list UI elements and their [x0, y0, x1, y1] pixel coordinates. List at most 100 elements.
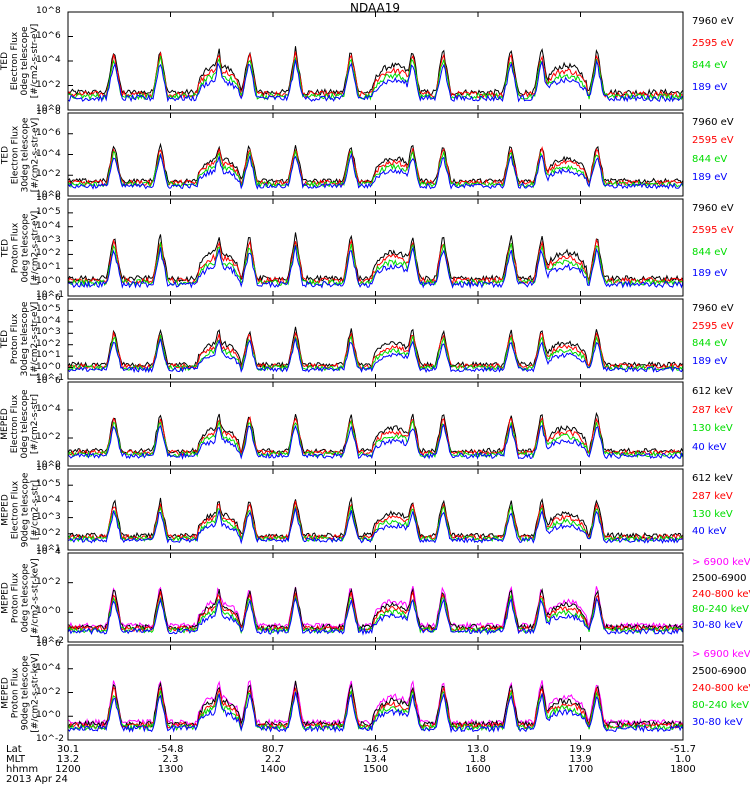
legend-entry: 80-240 keV: [692, 604, 750, 616]
series-line-1: [67, 46, 684, 97]
y-tick-label: 10^1: [36, 350, 61, 361]
series-line-4: [67, 245, 684, 289]
y-tick-label: 10^-2: [36, 734, 64, 744]
y-tick-label: 10^4: [36, 547, 61, 557]
panel-ylabel: TED Electron Flux 30deg telescope [#/cm2-s-…: [0, 113, 40, 196]
panel-ylabel-line: MEPED: [0, 493, 10, 526]
y-tick-label: 10^4: [36, 220, 61, 231]
legend-entry: 2500-6900: [692, 666, 747, 677]
series-line-4: [67, 338, 684, 374]
series-line-5: [67, 597, 684, 636]
legend-entry: 287 keV: [692, 404, 733, 416]
series-line-2: [67, 51, 684, 100]
series-line-1: [67, 585, 684, 630]
footer-label-lat: Lat: [6, 744, 22, 755]
series-line-2: [67, 587, 684, 632]
y-tick-label: 10^4: [36, 55, 61, 65]
y-tick-label: 10^1: [36, 262, 61, 273]
legend-entry: 2500-6900: [692, 572, 747, 584]
panel-7: [67, 552, 684, 643]
footer-mlt-value: 2.3: [162, 754, 179, 765]
y-tick-label: 10^8: [36, 107, 61, 117]
legend-entry: 2595 eV: [692, 38, 734, 49]
legend-entry: 844 eV: [692, 60, 728, 71]
legend-entry: 2595 eV: [692, 135, 734, 147]
series-line-1: [67, 496, 684, 540]
legend-entry: 80-240 keV: [692, 700, 750, 711]
panel-ylabel-line: Proton Flux: [10, 313, 20, 365]
series-line-4: [67, 594, 684, 635]
panel-ylabel-line: Proton Flux: [10, 667, 20, 718]
panel-ylabel-line: [#/cm2-s-str-eV]: [30, 117, 40, 192]
footer-lat-value: 80.7: [261, 744, 285, 755]
panel-4: [67, 298, 684, 380]
panel-frame: [67, 11, 684, 111]
panel-ylabel-line: [#/cm2-s-str]: [30, 479, 40, 540]
legend-entry: 612 keV: [692, 473, 733, 484]
y-tick-label: 10^5: [36, 479, 61, 490]
panel-ylabel-line: 0deg telescope: [20, 389, 30, 459]
series-line-3: [67, 55, 684, 101]
y-tick-label: 10^3: [36, 511, 61, 522]
y-tick-label: 10^-1: [36, 290, 64, 300]
legend-entry: 844 eV: [692, 338, 728, 349]
panel-ylabel-line: TED: [0, 51, 10, 71]
series-line-4: [67, 508, 684, 545]
legend-entry: 189 eV: [692, 268, 728, 280]
y-tick-label: 10^4: [36, 404, 61, 414]
legend-entry: 189 eV: [692, 171, 728, 183]
footer-lat-value: 30.1: [56, 744, 80, 755]
panel-ylabel-line: Electron Flux: [10, 31, 20, 91]
footer-hhmm-value: 1300: [157, 764, 184, 775]
y-tick-label: 10^0: [36, 606, 61, 617]
y-tick-label: 10^4: [36, 148, 61, 159]
y-tick-label: 10^4: [36, 495, 61, 506]
legend-entry: 40 keV: [692, 526, 727, 538]
footer-hhmm-value: 1600: [465, 764, 491, 775]
panel-ylabel-line: TED: [0, 145, 10, 164]
legend-entry: 7960 eV: [692, 303, 734, 314]
legend-entry: 130 keV: [692, 423, 733, 434]
y-tick-label: 10^3: [36, 234, 61, 245]
y-tick-label: 10^6: [36, 463, 61, 473]
y-tick-label: 10^2: [36, 432, 61, 442]
panel-ylabel: TED Proton Flux 30deg telescope [#/cm2-s-st…: [0, 299, 40, 379]
y-tick-label: 10^2: [36, 576, 61, 587]
panel-ylabel: TED Proton Flux 0deg telescope [#/cm2-s-str…: [0, 199, 40, 296]
panel-ylabel-line: 90deg telescope: [20, 655, 30, 730]
series-line-4: [67, 152, 684, 190]
y-tick-label: 10^-2: [36, 636, 64, 646]
footer-lat-value: -51.7: [670, 744, 696, 755]
series-line-1: [67, 326, 684, 369]
y-tick-label: 10^6: [36, 193, 61, 203]
y-tick-label: 10^0: [36, 190, 61, 200]
y-tick-label: 10^4: [36, 662, 61, 673]
footer-mlt-value: 1.8: [470, 754, 486, 765]
series-line-4: [67, 59, 684, 103]
y-tick-label: 10^6: [36, 376, 61, 386]
panel-ylabel-line: 30deg telescope: [20, 117, 30, 192]
panel-ylabel: TED Electron Flux 0deg telescope [#/cm2-s-s…: [0, 12, 40, 110]
panel-ylabel: MEPED Electron Flux 0deg telescope [#/cm2-s…: [0, 382, 40, 466]
legend-entry: 844 eV: [692, 246, 728, 258]
legend-entry: 612 keV: [692, 386, 733, 397]
y-tick-label: 10^0: [36, 361, 61, 372]
series-line-3: [67, 149, 684, 189]
panel-ylabel: MEPED Proton Flux 0deg telescope [#/cm2-s-s…: [0, 553, 40, 642]
footer-date: 2013 Apr 24: [6, 774, 68, 785]
y-tick-label: 10^2: [36, 527, 61, 538]
legend-entry: 7960 eV: [692, 117, 734, 128]
footer-hhmm-value: 1700: [567, 764, 594, 775]
legend-entry: 40 keV: [692, 441, 727, 453]
legend-entry: 240-800 keV: [692, 588, 750, 600]
y-tick-label: 10^5: [36, 304, 61, 315]
panel-ylabel-line: Electron Flux: [10, 480, 20, 539]
footer-mlt-value: 1.0: [675, 754, 691, 765]
panel-ylabel-line: [#/cm2-s-str-keV]: [30, 652, 40, 733]
footer-mlt-value: 13.2: [56, 754, 80, 765]
panel-ylabel-line: Proton Flux: [10, 222, 20, 273]
series-line-5: [67, 691, 684, 734]
footer-lat-value: 19.9: [569, 744, 592, 755]
footer-lat-value: -46.5: [362, 744, 389, 755]
